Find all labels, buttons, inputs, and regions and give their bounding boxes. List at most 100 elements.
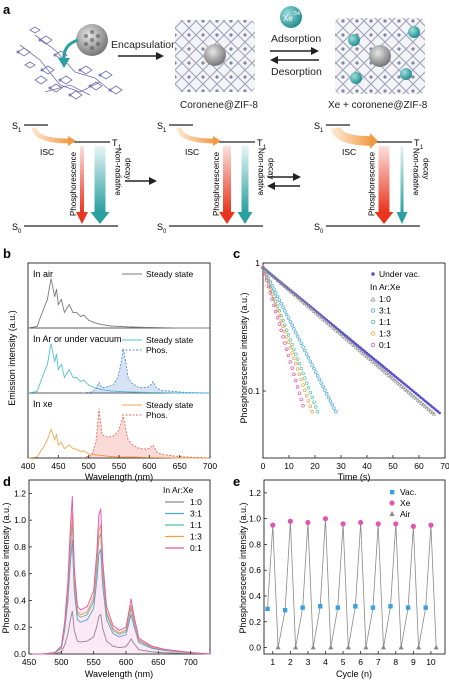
data-point (301, 345, 305, 349)
panel-b-title-air: In air (33, 269, 53, 279)
cycle-connecting-line (267, 518, 437, 648)
legend-steady-label: Steady state (146, 335, 194, 345)
x-tick-label: 4 (323, 657, 328, 667)
data-point (299, 366, 303, 371)
data-point (388, 374, 393, 379)
data-point (277, 322, 282, 326)
data-point (295, 357, 300, 361)
data-point (368, 357, 373, 362)
data-point (422, 404, 428, 408)
data-point (303, 388, 307, 393)
panel-c-legend: Under vac. In Ar:Xe 1:0 3:11:1 1:30:1 (370, 269, 420, 350)
data-point (264, 273, 269, 277)
legend-marker (389, 500, 395, 506)
data-point (332, 406, 336, 410)
data-point (360, 351, 366, 355)
s0-label-sub: 0 (163, 229, 167, 235)
data-point (284, 335, 289, 339)
panel-a-label: a (3, 2, 11, 17)
data-point (317, 313, 322, 318)
panel-c-frame (262, 262, 446, 459)
data-point (308, 390, 313, 395)
data-point (283, 329, 287, 334)
t1-label: T (112, 138, 118, 148)
data-point (323, 388, 327, 392)
data-point (286, 333, 291, 337)
data-point (320, 316, 326, 321)
data-point (328, 323, 333, 327)
x-tick-label: 550 (87, 657, 101, 667)
phosphorescence-arrow-head (219, 212, 235, 224)
legend-phos-label: Phos. (146, 345, 168, 355)
t1-label: T (414, 138, 420, 148)
legend-marker (370, 308, 376, 313)
data-point (283, 341, 287, 345)
isc-arrow-head (370, 133, 378, 149)
panel-a: a Encapsulation (3, 2, 431, 235)
legend-marker (371, 272, 375, 276)
data-point (430, 410, 435, 414)
data-point (279, 319, 283, 323)
data-point (301, 371, 305, 376)
isc-arrow (331, 126, 373, 146)
panel-b-ylabel: Emission intensity (a.u.) (7, 310, 17, 406)
xe-point (410, 523, 416, 530)
legend-label: 3:1 (379, 306, 391, 316)
xe-point (375, 521, 381, 527)
data-point (310, 409, 314, 414)
y-tick-label: 1.2 (249, 488, 261, 498)
x-tick-label: 5 (341, 657, 346, 667)
data-point (273, 291, 278, 295)
data-point (310, 307, 315, 312)
data-point (428, 408, 433, 413)
data-point (293, 293, 298, 298)
data-point (273, 276, 278, 281)
x-tick-label: 550 (112, 461, 126, 471)
data-point (261, 265, 265, 270)
y-tick-label: 0.0 (249, 643, 261, 653)
vac-point (318, 604, 323, 609)
y-tick-label: 0.2 (249, 617, 261, 627)
data-point (344, 337, 349, 341)
data-point (299, 397, 303, 402)
panel-e-xlabel: Cycle (n) (336, 669, 372, 679)
data-point (295, 295, 300, 299)
data-point (426, 407, 431, 411)
xe-atom-icon (280, 6, 302, 28)
vac-point (405, 605, 411, 610)
x-tick-label: 40 (362, 461, 372, 471)
y-tick-label: 1.2 (14, 488, 26, 498)
data-point (288, 319, 293, 324)
data-point (381, 368, 386, 372)
xe-point (322, 516, 329, 522)
xe-atom-icon (400, 68, 412, 80)
xe-point (305, 519, 311, 526)
vac-point (353, 604, 358, 609)
data-point (371, 360, 377, 365)
x-tick-label: 3 (306, 657, 311, 667)
panel-d-legend: In Ar:Xe 1:0 3:11:1 1:30:1 (163, 485, 202, 553)
data-point (272, 303, 276, 308)
data-point (330, 324, 335, 329)
x-tick-label: 700 (184, 657, 198, 667)
data-point (313, 310, 318, 315)
data-point (424, 405, 429, 410)
phosphorescence-arrow (80, 146, 84, 212)
data-point (297, 296, 302, 301)
data-point (280, 282, 286, 287)
caption-xe-coronene-zif8: Xe + coronene@ZIF-8 (328, 100, 428, 111)
air-point (398, 644, 404, 650)
panel-c: c Phosphorescence intensity (a.u.) 0 10 20… (233, 246, 449, 482)
x-tick-label: 30 (336, 461, 346, 471)
panel-b: b Emission intensity (a.u.) In air In Ar… (3, 246, 217, 482)
x-tick-label: 60 (414, 461, 424, 471)
isc-label: ISC (342, 147, 356, 157)
data-point (366, 355, 371, 360)
data-point (346, 338, 351, 343)
data-point (290, 323, 294, 328)
isc-label: ISC (40, 147, 54, 157)
data-point (264, 278, 269, 282)
data-point (326, 321, 331, 326)
data-point (304, 352, 309, 356)
